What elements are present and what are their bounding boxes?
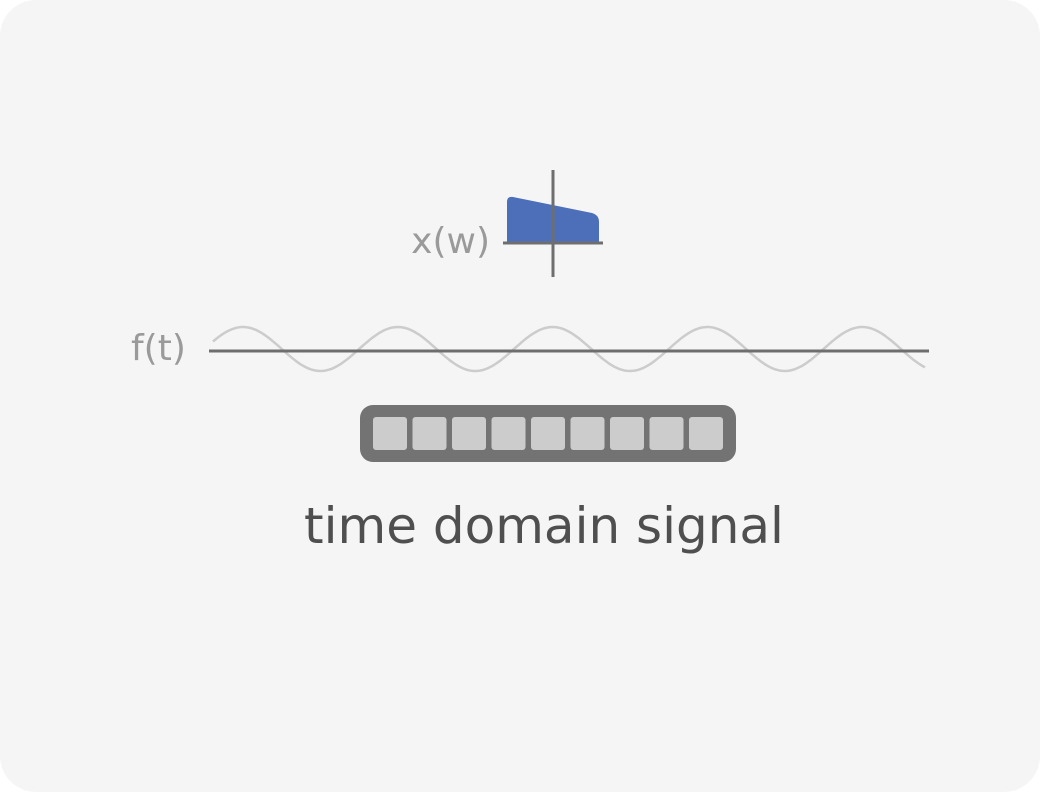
buffer-cell [649,417,684,450]
caption: time domain signal [304,497,784,555]
sample-buffer [360,405,736,462]
buffer-cell [610,417,644,450]
buffer-cell [689,417,723,450]
time-label: f(t) [131,328,186,369]
frequency-plot: x(w) [411,170,603,277]
buffer-cell [452,417,486,450]
time-signal: f(t) [131,325,929,373]
buffer-cell [570,417,605,450]
buffer-cell [491,417,526,450]
buffer-cell [531,417,565,450]
buffer-cell [412,417,447,450]
frequency-label: x(w) [411,221,490,262]
buffer-cell [373,417,407,450]
sine-wave [212,325,926,373]
